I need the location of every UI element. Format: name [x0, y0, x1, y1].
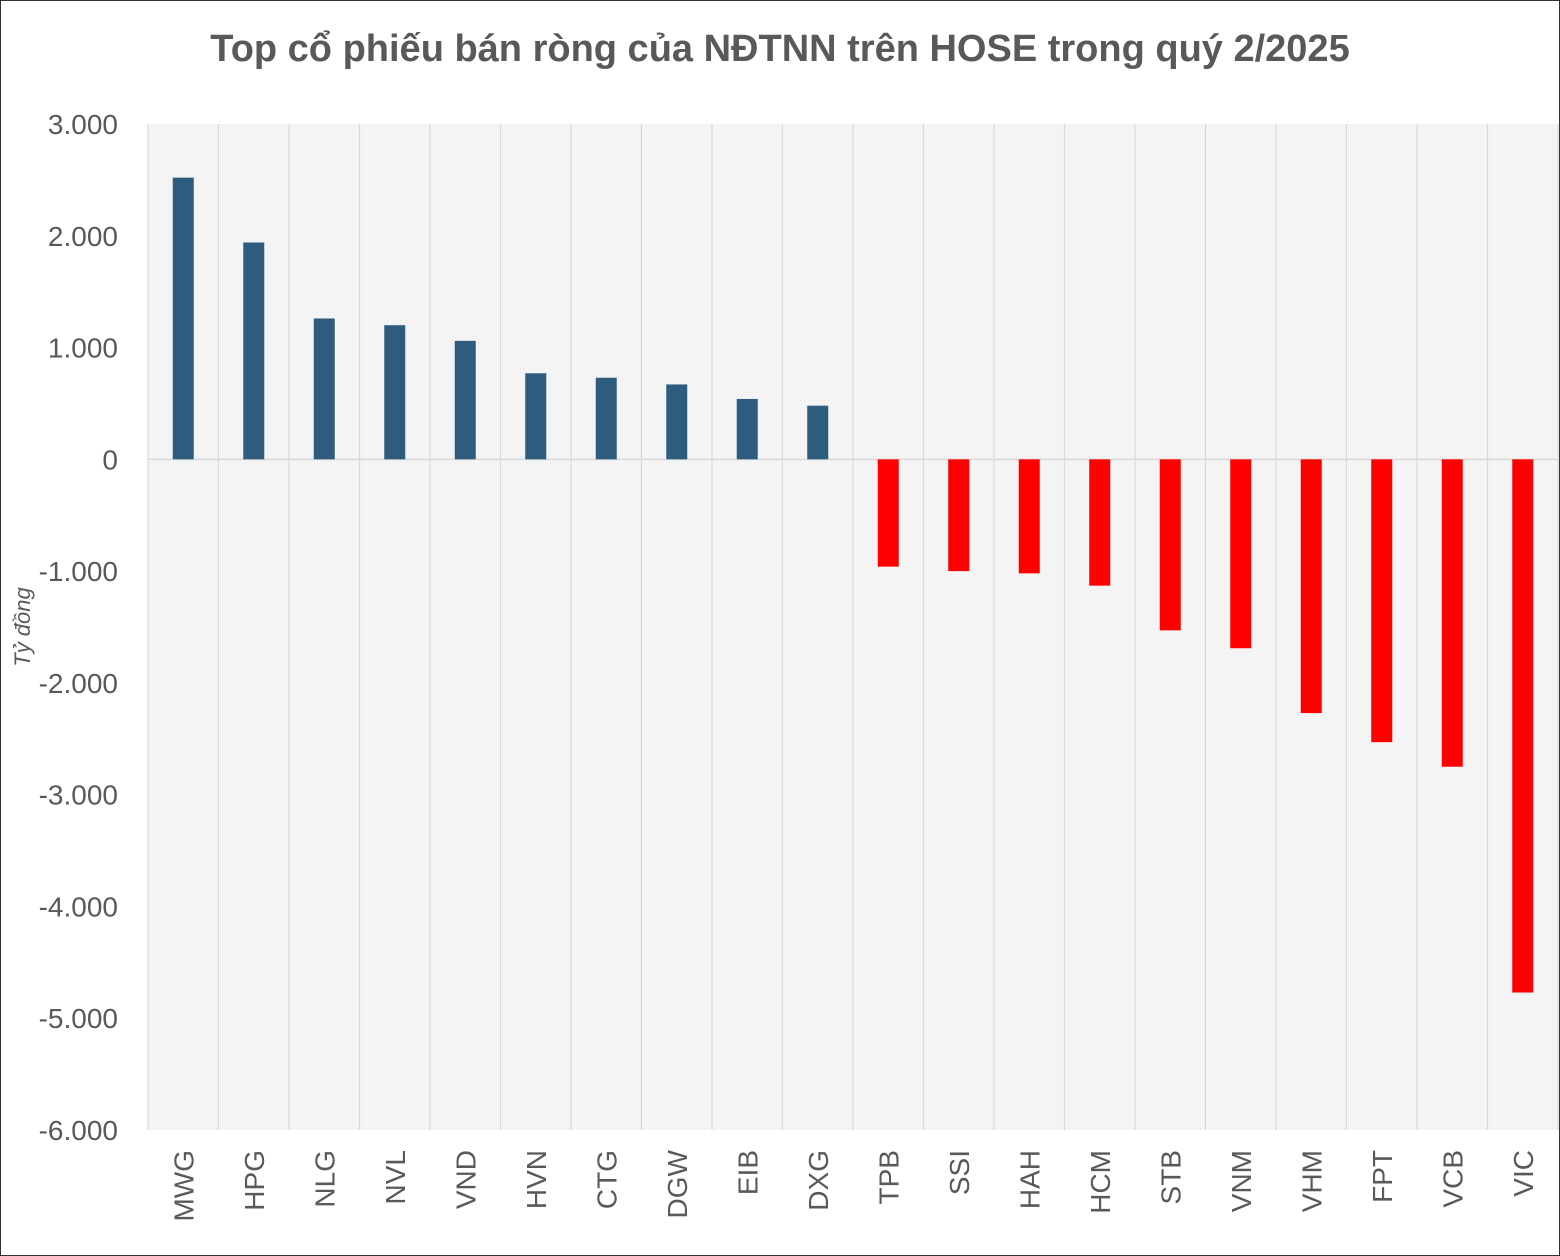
x-tick-label: VIC [1508, 1150, 1539, 1197]
bar-nvl [384, 325, 406, 460]
x-tick-label: VND [450, 1150, 481, 1209]
x-tick-label: MWG [168, 1150, 199, 1222]
x-tick-label: HPG [239, 1150, 270, 1211]
bar-dgw [666, 384, 688, 460]
y-axis-label: Tỷ đồng [10, 586, 35, 666]
bar-tpb [877, 459, 899, 567]
bar-vnm [1230, 459, 1252, 649]
chart-title: Top cổ phiếu bán ròng của NĐTNN trên HOS… [210, 28, 1350, 70]
x-tick-label: SSI [944, 1150, 975, 1195]
bar-vnd [454, 340, 476, 460]
y-tick-label: -6.000 [39, 1115, 118, 1146]
y-tick-label: -5.000 [39, 1003, 118, 1034]
bar-mwg [172, 177, 194, 460]
x-tick-label: TPB [873, 1150, 904, 1204]
x-tick-label: CTG [591, 1150, 622, 1209]
x-tick-label: STB [1155, 1150, 1186, 1204]
bar-hah [1018, 459, 1040, 574]
x-tick-label: VCB [1437, 1150, 1468, 1208]
y-tick-label: -3.000 [39, 780, 118, 811]
x-tick-label: DGW [662, 1149, 693, 1218]
x-tick-label: VHM [1296, 1150, 1327, 1212]
bar-vic [1512, 459, 1534, 993]
y-tick-label: -2.000 [39, 668, 118, 699]
x-tick-label: NLG [309, 1150, 340, 1208]
bar-fpt [1371, 459, 1393, 743]
x-tick-label: HVN [521, 1150, 552, 1209]
x-tick-label: FPT [1367, 1150, 1398, 1203]
bar-vhm [1300, 459, 1322, 714]
y-tick-label: 0 [102, 444, 118, 475]
y-tick-label: 1.000 [48, 333, 118, 364]
bar-nlg [313, 318, 335, 460]
y-tick-label: -1.000 [39, 556, 118, 587]
y-tick-label: 3.000 [48, 109, 118, 140]
bar-hvn [525, 373, 547, 460]
bar-dxg [807, 405, 829, 460]
y-tick-label: 2.000 [48, 221, 118, 252]
x-tick-label: HAH [1014, 1150, 1045, 1209]
bar-eib [736, 398, 758, 460]
x-tick-label: EIB [732, 1150, 763, 1195]
y-tick-label: -4.000 [39, 891, 118, 922]
bar-hcm [1089, 459, 1111, 586]
bar-hpg [243, 242, 265, 460]
x-tick-label: HCM [1085, 1150, 1116, 1214]
bar-vcb [1441, 459, 1463, 767]
bar-ssi [948, 459, 970, 572]
x-tick-label: DXG [803, 1150, 834, 1211]
bar-ctg [595, 377, 617, 460]
bar-stb [1159, 459, 1181, 631]
x-tick-label: NVL [380, 1150, 411, 1204]
x-tick-label: VNM [1226, 1150, 1257, 1212]
